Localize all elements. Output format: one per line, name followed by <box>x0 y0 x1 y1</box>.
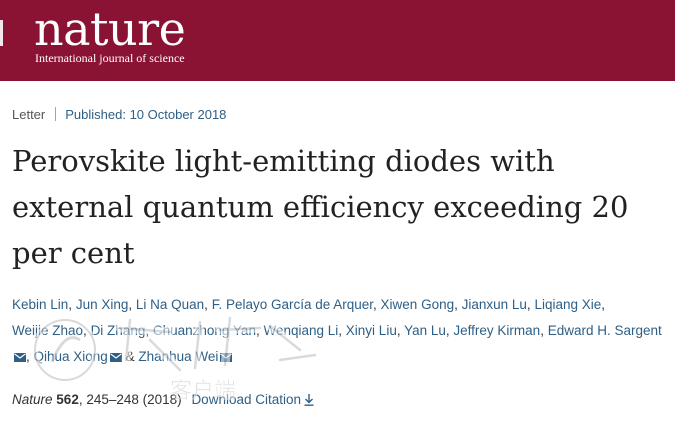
author-link[interactable]: Yan Lu <box>404 323 446 338</box>
meta-divider <box>55 107 57 121</box>
author-link[interactable]: Wenqiang Li <box>263 323 339 338</box>
site-header: nature International journal of science <box>0 0 675 81</box>
author-separator: , <box>601 297 606 312</box>
author-link[interactable]: Chuanzhong Yan <box>152 323 256 338</box>
author-link[interactable]: Xiwen Gong <box>380 297 455 312</box>
author-separator: , <box>445 323 454 338</box>
author-separator: , <box>526 297 535 312</box>
download-icon <box>304 394 314 406</box>
author-list: Kebin Lin, Jun Xing, Li Na Quan, F. Pela… <box>12 292 667 370</box>
author-separator: , <box>540 323 548 338</box>
author-separator: , <box>454 297 462 312</box>
author-link[interactable]: Di Zhang <box>90 323 146 338</box>
author-separator: , <box>373 297 381 312</box>
author-separator: , <box>128 297 136 312</box>
author-link[interactable]: Jun Xing <box>75 297 129 312</box>
author-link[interactable]: Li Na Quan <box>135 297 205 312</box>
author-link[interactable]: Liqiang Xie <box>534 297 602 312</box>
citation-row: Nature 562, 245–248 (2018) Download Cita… <box>12 391 314 409</box>
mail-icon[interactable] <box>220 353 233 362</box>
logo-tagline: International journal of science <box>35 51 185 65</box>
author-separator: , <box>204 297 212 312</box>
published-date: Published: 10 October 2018 <box>65 107 227 122</box>
mail-icon[interactable] <box>14 353 26 362</box>
author-link[interactable]: Jianxun Lu <box>461 297 527 312</box>
author-link[interactable]: Qihua Xiong <box>33 349 108 364</box>
author-separator: , <box>26 349 34 364</box>
author-link[interactable]: F. Pelayo García de Arquer <box>211 297 374 312</box>
journal-name: Nature <box>12 392 53 407</box>
author-separator: , <box>145 323 153 338</box>
journal-volume: 562 <box>56 392 79 407</box>
author-link[interactable]: Weijie Zhao <box>12 323 84 338</box>
author-link[interactable]: Jeffrey Kirman <box>453 323 541 338</box>
author-link[interactable]: Xinyi Liu <box>345 323 397 338</box>
article-meta: Letter Published: 10 October 2018 <box>12 106 226 124</box>
header-edge-mark <box>0 20 3 46</box>
article-type: Letter <box>12 107 46 122</box>
download-citation-label: Download Citation <box>191 392 301 407</box>
author-link[interactable]: Kebin Lin <box>12 297 69 312</box>
author-separator: , <box>338 323 346 338</box>
author-separator: & <box>121 349 139 364</box>
author-link[interactable]: Edward H. Sargent <box>547 323 662 338</box>
journal-pages: , 245–248 (2018) <box>78 392 182 407</box>
author-separator: , <box>396 323 405 338</box>
mail-icon[interactable] <box>109 353 122 362</box>
download-citation-link[interactable]: Download Citation <box>191 392 314 407</box>
author-separator: , <box>68 297 76 312</box>
nature-logo[interactable]: nature <box>34 2 186 56</box>
author-separator: , <box>83 323 91 338</box>
article-title: Perovskite light-emitting diodes with ex… <box>12 144 629 270</box>
author-link[interactable]: Zhanhua Wei <box>138 349 219 364</box>
